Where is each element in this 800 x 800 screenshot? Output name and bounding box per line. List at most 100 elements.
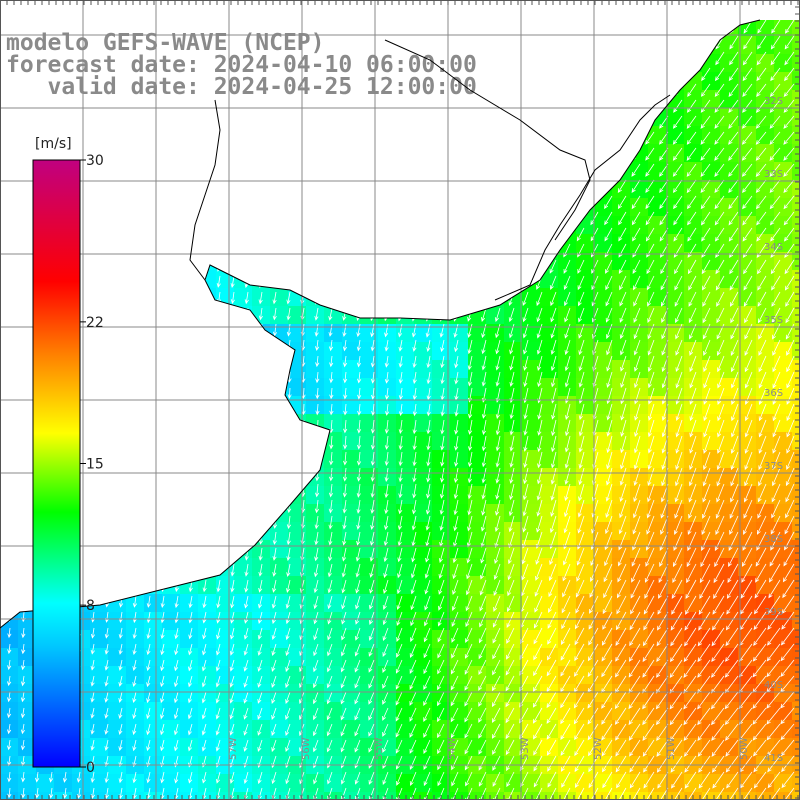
wind-cell bbox=[504, 396, 523, 415]
wind-arrow bbox=[243, 179, 249, 192]
wind-arrow bbox=[631, 195, 641, 210]
wind-arrow bbox=[146, 147, 151, 159]
wind-arrow bbox=[578, 467, 585, 486]
wind-cell bbox=[90, 270, 109, 289]
wind-arrow bbox=[118, 67, 123, 79]
wind-cell bbox=[630, 20, 649, 37]
wind-arrow bbox=[243, 675, 249, 688]
wind-cell bbox=[540, 774, 559, 793]
wind-cell bbox=[144, 126, 163, 145]
wind-cell bbox=[558, 20, 577, 37]
wind-cell bbox=[270, 486, 289, 505]
wind-cell bbox=[414, 234, 433, 253]
wind-arrow bbox=[326, 659, 333, 673]
wind-arrow bbox=[781, 611, 795, 630]
wind-cell bbox=[432, 486, 451, 505]
wind-arrow bbox=[630, 787, 641, 800]
wind-arrow bbox=[767, 771, 781, 789]
wind-cell bbox=[738, 450, 757, 469]
wind-arrow bbox=[645, 179, 655, 193]
wind-cell bbox=[270, 450, 289, 469]
wind-cell bbox=[342, 162, 361, 181]
wind-arrow bbox=[8, 531, 13, 543]
wind-arrow bbox=[701, 227, 711, 242]
wind-arrow bbox=[467, 371, 473, 387]
wind-cell bbox=[270, 774, 289, 793]
wind-cell bbox=[504, 126, 523, 145]
wind-cell bbox=[144, 630, 163, 649]
wind-cell bbox=[594, 270, 613, 289]
wind-arrow bbox=[188, 20, 193, 32]
wind-cell bbox=[720, 324, 739, 343]
wind-arrow bbox=[522, 515, 529, 533]
wind-cell bbox=[648, 54, 667, 73]
wind-arrow bbox=[672, 147, 683, 161]
wind-arrow bbox=[770, 35, 781, 50]
wind-arrow bbox=[7, 643, 12, 655]
wind-cell bbox=[54, 20, 73, 37]
wind-cell bbox=[234, 144, 253, 163]
wind-arrow bbox=[91, 51, 96, 63]
wind-cell bbox=[432, 378, 451, 397]
wind-arrow bbox=[601, 659, 613, 678]
wind-arrow bbox=[188, 643, 193, 656]
wind-arrow bbox=[657, 787, 669, 800]
wind-cell bbox=[432, 522, 451, 541]
wind-arrow bbox=[202, 99, 207, 112]
wind-arrow bbox=[729, 259, 739, 275]
wind-cell bbox=[468, 612, 487, 631]
wind-arrow bbox=[132, 723, 137, 736]
wind-arrow bbox=[90, 131, 95, 143]
wind-cell bbox=[324, 504, 343, 523]
wind-arrow bbox=[647, 467, 655, 487]
wind-arrow bbox=[465, 99, 473, 113]
wind-arrow bbox=[161, 531, 166, 545]
wind-cell bbox=[468, 20, 487, 37]
wind-arrow bbox=[548, 99, 557, 113]
wind-cell bbox=[684, 36, 703, 55]
wind-arrow bbox=[702, 499, 711, 519]
wind-arrow bbox=[744, 387, 753, 405]
wind-arrow bbox=[273, 355, 278, 367]
wind-cell bbox=[684, 198, 703, 217]
wind-cell bbox=[216, 342, 235, 361]
wind-arrow bbox=[396, 211, 403, 225]
wind-arrow bbox=[508, 35, 515, 49]
wind-arrow bbox=[286, 307, 291, 321]
wind-arrow bbox=[424, 259, 431, 274]
wind-cell bbox=[270, 180, 289, 199]
wind-cell bbox=[684, 486, 703, 505]
wind-arrow bbox=[104, 627, 109, 639]
wind-arrow bbox=[771, 291, 781, 307]
wind-arrow bbox=[315, 371, 320, 384]
wind-arrow bbox=[368, 627, 375, 641]
wind-arrow bbox=[564, 307, 571, 323]
wind-arrow bbox=[257, 163, 263, 176]
wind-cell bbox=[270, 360, 289, 379]
wind-cell bbox=[414, 288, 433, 307]
wind-arrow bbox=[619, 275, 627, 291]
wind-arrow bbox=[786, 419, 795, 438]
wind-arrow bbox=[521, 227, 529, 242]
wind-arrow bbox=[285, 611, 291, 625]
wind-arrow bbox=[507, 99, 515, 113]
wind-arrow bbox=[76, 83, 82, 95]
wind-cell bbox=[666, 90, 685, 109]
wind-cell bbox=[90, 792, 109, 800]
wind-arrow bbox=[146, 707, 151, 720]
wind-cell bbox=[630, 36, 649, 55]
wind-arrow bbox=[161, 499, 166, 513]
wind-cell bbox=[378, 306, 397, 325]
wind-cell bbox=[702, 630, 721, 649]
wind-cell bbox=[126, 774, 145, 793]
wind-arrow bbox=[508, 499, 515, 517]
wind-cell bbox=[324, 270, 343, 289]
wind-arrow bbox=[188, 51, 193, 64]
wind-cell bbox=[450, 738, 469, 757]
wind-arrow bbox=[703, 387, 711, 405]
wind-arrow bbox=[672, 163, 683, 177]
wind-cell bbox=[162, 720, 181, 739]
wind-arrow bbox=[202, 67, 207, 80]
wind-cell bbox=[612, 396, 631, 415]
wind-arrow bbox=[160, 211, 165, 224]
